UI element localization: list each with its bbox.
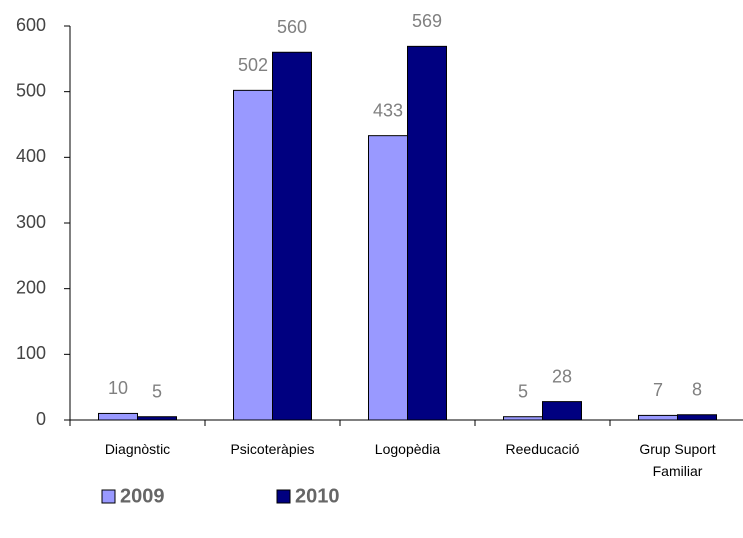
y-tick-label: 0 (36, 409, 46, 429)
data-label: 502 (238, 55, 268, 75)
data-label: 8 (692, 379, 702, 399)
bar (233, 89, 273, 421)
bar (98, 412, 138, 421)
bar (638, 414, 678, 421)
x-tick-label: Grup Suport Familiar (639, 441, 716, 479)
bar (368, 135, 408, 421)
data-label: 10 (108, 378, 128, 398)
bar (407, 45, 447, 421)
data-label: 7 (653, 380, 663, 400)
data-label: 28 (552, 366, 572, 386)
bar (272, 51, 312, 421)
x-tick-label: Logopèdia (374, 441, 441, 457)
y-tick-label: 500 (16, 80, 46, 100)
y-tick-label: 600 (16, 15, 46, 35)
data-label: 560 (277, 17, 307, 37)
y-tick-label: 300 (16, 212, 46, 232)
data-label: 5 (152, 381, 162, 401)
data-label: 569 (412, 11, 442, 31)
y-tick-label: 100 (16, 343, 46, 363)
x-tick-label: Psicoteràpies (230, 441, 315, 457)
data-label: 433 (373, 100, 403, 120)
bar (677, 414, 717, 421)
bar (503, 416, 543, 421)
legend-label: 2009 (120, 485, 165, 507)
legend-swatch (101, 489, 116, 504)
x-tick-label: Reeducació (505, 441, 580, 457)
y-tick-label: 200 (16, 277, 46, 297)
bar (542, 401, 582, 421)
legend-label: 2010 (295, 485, 340, 507)
bar (137, 416, 177, 421)
x-tick-label: Diagnòstic (104, 441, 171, 457)
legend-swatch (276, 489, 291, 504)
y-tick-label: 400 (16, 146, 46, 166)
data-label: 5 (518, 381, 528, 401)
